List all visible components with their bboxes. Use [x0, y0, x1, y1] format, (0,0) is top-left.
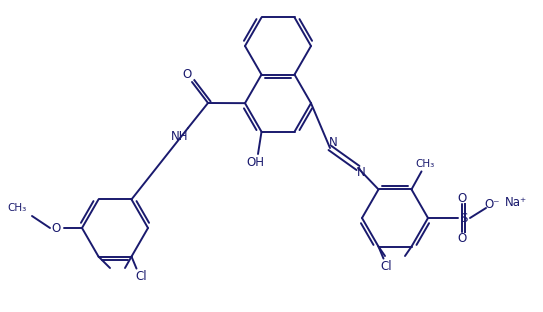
Text: OH: OH — [246, 155, 264, 168]
Text: O: O — [182, 69, 192, 81]
Text: Na⁺: Na⁺ — [505, 196, 527, 208]
Text: Cl: Cl — [136, 270, 147, 283]
Text: O: O — [52, 222, 61, 235]
Text: S: S — [460, 212, 468, 225]
Text: CH₃: CH₃ — [416, 159, 435, 169]
Text: O: O — [457, 192, 466, 204]
Text: O⁻: O⁻ — [484, 197, 500, 211]
Text: Cl: Cl — [381, 260, 392, 273]
Text: NH: NH — [171, 129, 189, 143]
Text: N: N — [329, 137, 337, 149]
Text: N: N — [357, 167, 365, 179]
Text: CH₃: CH₃ — [8, 203, 27, 213]
Text: O: O — [457, 232, 466, 245]
